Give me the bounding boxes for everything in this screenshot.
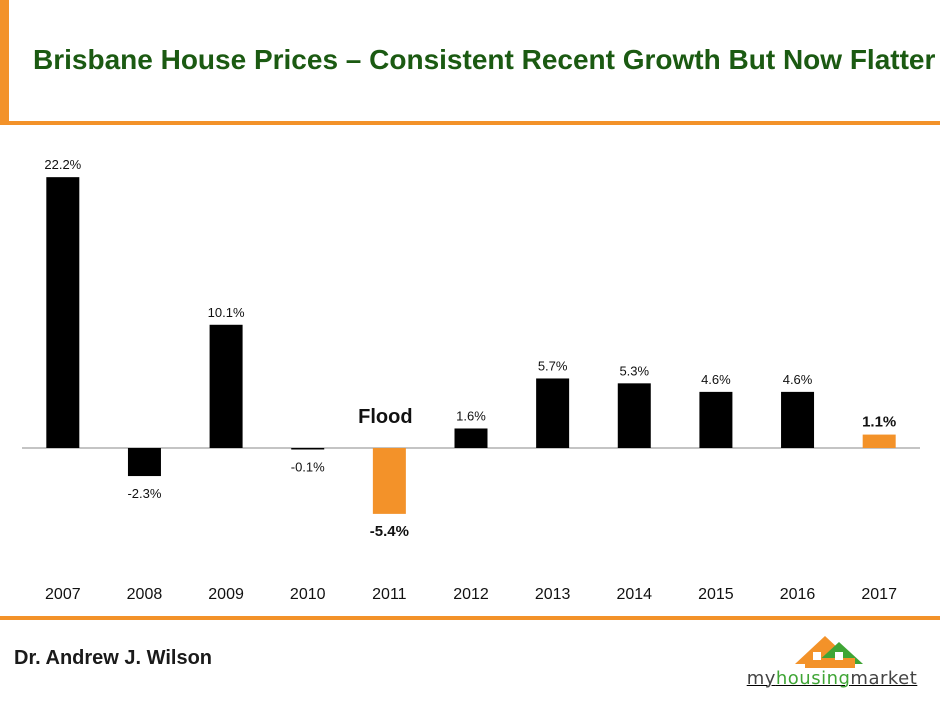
category-label-2014: 2014	[616, 586, 652, 603]
category-label-2011: 2011	[372, 586, 407, 603]
value-label-2016: 4.6%	[783, 372, 813, 387]
bottom-divider	[0, 616, 940, 620]
bar-2012	[454, 428, 488, 448]
value-label-2010: -0.1%	[291, 460, 325, 475]
category-label-2015: 2015	[698, 586, 734, 603]
author-name: Dr. Andrew J. Wilson	[14, 647, 212, 669]
category-label-2009: 2009	[208, 586, 244, 603]
logo-wordmark: myhousingmarket	[746, 668, 918, 689]
category-label-2010: 2010	[290, 586, 326, 603]
value-label-2009: 10.1%	[208, 305, 245, 320]
value-label-2011: -5.4%	[370, 523, 409, 540]
bar-2014	[617, 383, 651, 448]
value-label-2017: 1.1%	[862, 414, 896, 431]
house-logo-icon	[795, 636, 863, 668]
category-label-2016: 2016	[780, 586, 816, 603]
bar-2016	[781, 391, 815, 448]
category-label-2012: 2012	[453, 586, 489, 603]
value-label-2007: 22.2%	[44, 157, 81, 172]
value-label-2012: 1.6%	[456, 408, 486, 423]
bar-2007	[46, 177, 80, 448]
bar-chart: 22.2% 2007 -2.3% 2008 10.1% 2009 -0.1% 2010 -5.4…	[22, 157, 920, 603]
bar-2017	[862, 434, 896, 448]
bar-2008	[127, 448, 161, 477]
bar-2015	[699, 391, 733, 448]
category-label-2008: 2008	[127, 586, 163, 603]
myhousingmarket-logo: myhousingmarket	[743, 628, 921, 696]
value-label-2015: 4.6%	[701, 372, 731, 387]
value-label-2014: 5.3%	[619, 363, 649, 378]
bar-2011	[372, 448, 406, 514]
category-label-2017: 2017	[861, 586, 897, 603]
bar-2013	[536, 378, 570, 448]
top-divider	[0, 121, 940, 125]
category-label-2013: 2013	[535, 586, 571, 603]
left-accent-bar	[0, 0, 9, 123]
page-title: Brisbane House Prices – Consistent Recen…	[33, 44, 936, 75]
value-label-2008: -2.3%	[127, 486, 161, 501]
annotation-flood: Flood	[358, 406, 412, 428]
value-label-2013: 5.7%	[538, 358, 568, 373]
category-label-2007: 2007	[45, 586, 81, 603]
bar-2009	[209, 324, 243, 448]
bar-2010	[291, 448, 325, 450]
